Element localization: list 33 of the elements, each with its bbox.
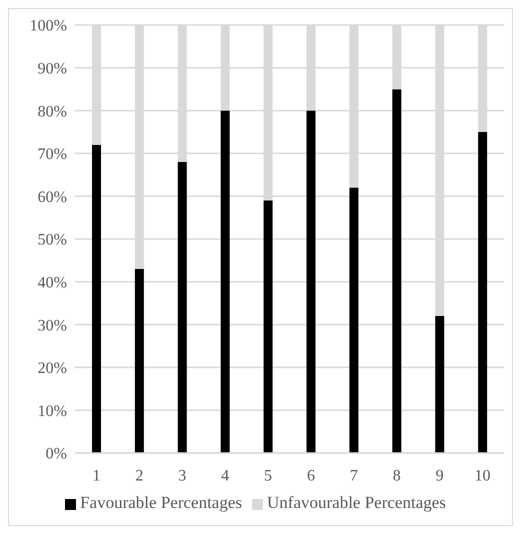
y-tick-label: 90% [38, 60, 67, 78]
y-tick-label: 70% [38, 146, 67, 164]
y-tick-label: 100% [30, 18, 67, 35]
bar [306, 110, 316, 453]
x-tick-label: 6 [306, 467, 315, 484]
x-tick-label: 10 [474, 467, 491, 484]
bar [435, 316, 444, 453]
bar [178, 162, 187, 453]
x-tick-label: 9 [436, 467, 444, 484]
y-tick-label: 0% [46, 446, 67, 463]
bar [349, 188, 358, 453]
y-tick-label: 80% [38, 103, 67, 120]
bar [392, 89, 402, 453]
bar [478, 132, 488, 453]
legend-label: Favourable Percentages [80, 493, 242, 512]
y-tick-label: 40% [38, 274, 67, 292]
bar [220, 110, 230, 453]
y-tick-label: 20% [38, 360, 67, 378]
y-tick-label: 50% [38, 232, 67, 249]
y-tick-label: 60% [38, 188, 67, 206]
bar [92, 144, 101, 453]
legend-label: Unfavourable Percentages [267, 493, 446, 512]
x-tick-label: 2 [135, 467, 144, 484]
bar [134, 268, 144, 453]
x-tick-label: 7 [350, 467, 358, 484]
x-tick-label: 4 [221, 467, 230, 484]
y-tick-label: 30% [38, 317, 67, 334]
bar [264, 200, 273, 453]
x-tick-label: 8 [392, 467, 401, 484]
x-tick-label: 3 [178, 467, 186, 484]
x-tick-label: 5 [264, 467, 272, 484]
y-tick-label: 10% [38, 402, 67, 420]
x-tick-label: 1 [92, 467, 100, 484]
